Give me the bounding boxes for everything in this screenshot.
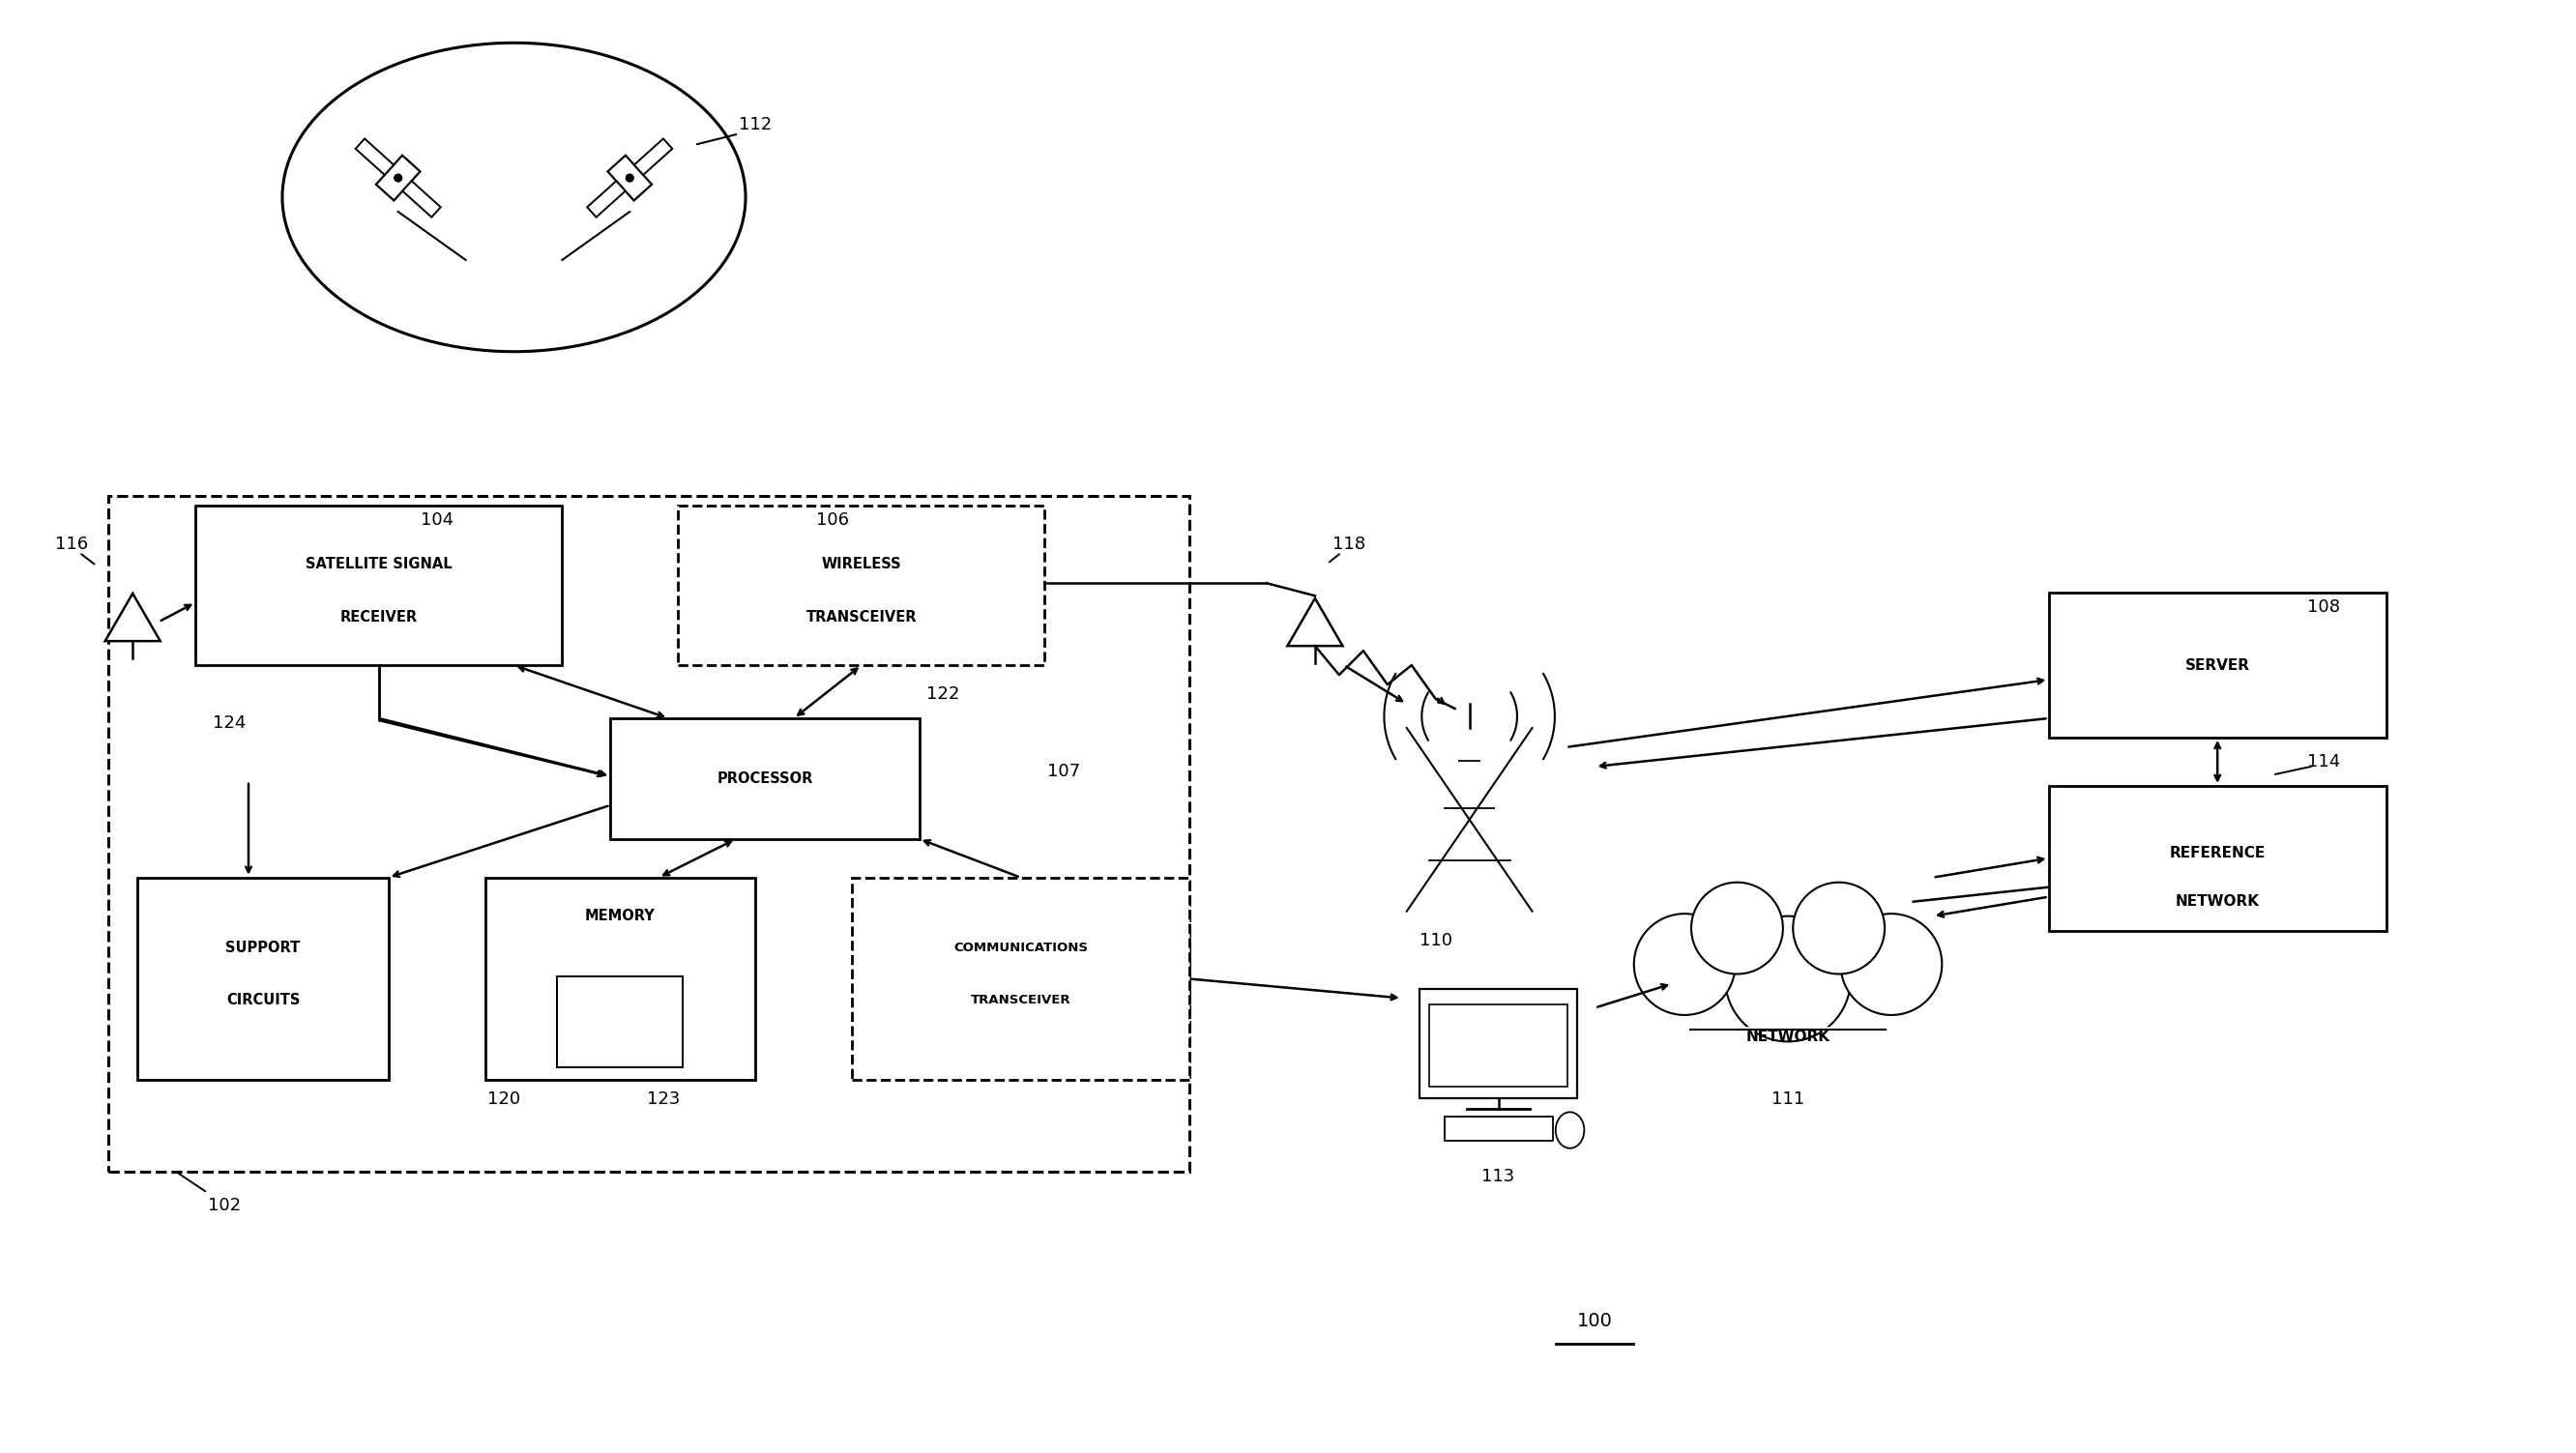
Bar — [1445, 1116, 1553, 1141]
Bar — [677, 506, 1046, 665]
Text: SATELLITE SIGNAL: SATELLITE SIGNAL — [307, 556, 453, 571]
Polygon shape — [634, 138, 672, 174]
Text: 107: 107 — [1048, 763, 1079, 780]
Bar — [853, 878, 1190, 1080]
Bar — [108, 497, 1190, 1171]
Bar — [196, 506, 562, 665]
Bar — [1430, 1004, 1569, 1087]
Text: 110: 110 — [1419, 931, 1453, 949]
Text: 106: 106 — [817, 511, 850, 529]
Text: CIRCUITS: CIRCUITS — [227, 992, 299, 1007]
Bar — [484, 878, 755, 1080]
Text: RECEIVER: RECEIVER — [340, 610, 417, 625]
Bar — [137, 878, 389, 1080]
Polygon shape — [587, 182, 626, 216]
Polygon shape — [106, 593, 160, 641]
Circle shape — [1692, 882, 1783, 974]
Text: 118: 118 — [1332, 536, 1365, 554]
Text: 113: 113 — [1481, 1168, 1515, 1186]
Polygon shape — [608, 155, 652, 201]
Text: TRANSCEIVER: TRANSCEIVER — [806, 610, 917, 625]
Text: MEMORY: MEMORY — [585, 910, 654, 923]
Text: 102: 102 — [209, 1197, 242, 1215]
Bar — [1419, 988, 1577, 1098]
Text: 124: 124 — [214, 715, 245, 732]
Bar — [556, 976, 683, 1068]
Ellipse shape — [1556, 1112, 1584, 1148]
Polygon shape — [402, 182, 440, 216]
Text: REFERENCE: REFERENCE — [2169, 846, 2264, 860]
Text: NETWORK: NETWORK — [1747, 1030, 1829, 1045]
Circle shape — [394, 174, 402, 182]
Circle shape — [1793, 882, 1886, 974]
Ellipse shape — [283, 42, 744, 352]
Text: 123: 123 — [647, 1091, 680, 1109]
Text: 116: 116 — [54, 536, 88, 554]
Text: COMMUNICATIONS: COMMUNICATIONS — [953, 942, 1087, 955]
Circle shape — [1633, 914, 1736, 1016]
Text: SUPPORT: SUPPORT — [227, 940, 301, 955]
Text: 108: 108 — [2308, 599, 2339, 616]
Text: 112: 112 — [739, 116, 773, 134]
Circle shape — [1842, 914, 1942, 1016]
Text: WIRELESS: WIRELESS — [822, 556, 902, 571]
Text: PROCESSOR: PROCESSOR — [716, 772, 814, 786]
Text: 120: 120 — [487, 1091, 520, 1109]
Text: SERVER: SERVER — [2184, 658, 2249, 673]
Circle shape — [626, 174, 634, 182]
Text: 104: 104 — [420, 511, 453, 529]
Polygon shape — [355, 138, 394, 174]
Bar — [611, 718, 920, 838]
Circle shape — [1726, 915, 1850, 1042]
Text: NETWORK: NETWORK — [2174, 895, 2259, 910]
Text: TRANSCEIVER: TRANSCEIVER — [971, 994, 1072, 1007]
Bar — [2048, 786, 2385, 930]
Polygon shape — [1288, 599, 1342, 647]
Text: 100: 100 — [1577, 1312, 1613, 1331]
Text: 114: 114 — [2308, 753, 2339, 770]
Text: 122: 122 — [927, 686, 961, 703]
Bar — [2048, 593, 2385, 738]
Text: 111: 111 — [1772, 1091, 1803, 1109]
Polygon shape — [376, 155, 420, 201]
